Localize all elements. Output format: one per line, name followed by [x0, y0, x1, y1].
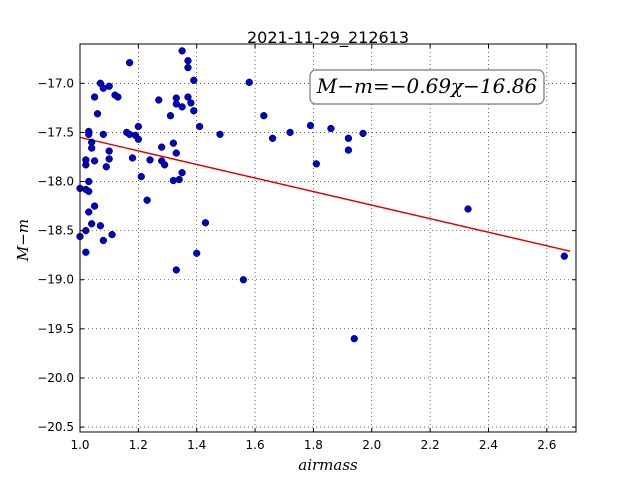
y-tick-label: −17.0	[37, 76, 74, 90]
data-point	[137, 172, 145, 181]
data-point	[146, 156, 154, 164]
data-point	[128, 154, 137, 162]
data-point	[286, 128, 294, 137]
y-tick-label: −19.5	[37, 322, 74, 336]
data-point	[155, 96, 163, 104]
fit-line-group	[79, 136, 571, 252]
data-point	[327, 124, 335, 133]
y-tick-label: −18.0	[37, 175, 74, 189]
x-tick-label: 2.6	[537, 438, 556, 452]
data-point	[216, 130, 224, 139]
x-tick-label: 1.0	[70, 438, 89, 452]
data-point	[260, 112, 268, 120]
data-point	[96, 222, 105, 230]
data-point	[85, 177, 93, 186]
data-point	[172, 100, 180, 108]
y-tick-label: −20.5	[37, 420, 74, 434]
data-point	[184, 93, 192, 101]
data-point	[125, 59, 134, 67]
data-point	[195, 122, 204, 131]
data-point	[158, 143, 166, 151]
y-tick-label: −17.5	[37, 125, 74, 139]
data-point	[90, 157, 99, 165]
data-point	[178, 169, 186, 177]
data-point	[88, 220, 96, 228]
data-point	[114, 93, 122, 101]
x-tick-label: 2.4	[479, 438, 498, 452]
data-point	[93, 110, 102, 118]
data-point	[184, 57, 192, 65]
data-point	[85, 208, 93, 216]
fit-line	[79, 136, 571, 252]
x-tick-label: 1.8	[304, 438, 323, 452]
x-tick-label: 1.6	[246, 438, 265, 452]
data-point	[90, 93, 99, 101]
data-point	[172, 149, 180, 157]
data-point	[85, 187, 93, 195]
data-point	[344, 134, 353, 142]
x-tick-label: 2.0	[362, 438, 381, 452]
data-point	[99, 130, 107, 139]
data-point	[88, 144, 96, 152]
data-point	[184, 63, 192, 72]
axis-ticks: 1.0 1.2 1.4 1.6 1.8 2.0 2.2 2.4 2.6 −17.0 −17.5 −18…	[37, 44, 576, 452]
y-tick-label: −18.5	[37, 224, 74, 238]
data-point	[134, 122, 143, 131]
chart-title: 2021-11-29_212613	[247, 28, 409, 48]
x-tick-label: 1.4	[187, 438, 206, 452]
data-point	[350, 335, 358, 343]
data-point	[245, 78, 253, 86]
data-points	[76, 47, 568, 343]
data-point	[82, 161, 90, 169]
data-point	[464, 205, 472, 213]
y-tick-label: −19.0	[37, 273, 74, 287]
data-point	[169, 139, 178, 147]
data-point	[312, 160, 320, 168]
data-point	[102, 163, 110, 171]
data-point	[560, 252, 568, 260]
data-point	[85, 130, 93, 139]
data-point	[99, 236, 107, 245]
data-point	[344, 146, 353, 154]
data-point	[105, 155, 113, 163]
data-point	[90, 202, 99, 210]
data-point	[108, 230, 116, 239]
data-point	[201, 219, 210, 227]
data-point	[160, 161, 169, 169]
data-point	[193, 249, 201, 257]
data-point	[187, 99, 195, 107]
equation-annotation-box: M−m=−0.69χ−16.86	[309, 69, 545, 105]
data-point	[190, 76, 198, 84]
data-point	[105, 82, 113, 90]
data-point	[359, 129, 367, 138]
data-point	[82, 248, 90, 256]
x-tick-label: 2.2	[421, 438, 440, 452]
data-point	[143, 196, 151, 204]
data-point	[178, 103, 186, 111]
data-point	[239, 276, 248, 284]
y-axis-label: M−m	[14, 219, 32, 262]
x-axis-label: airmass	[298, 456, 358, 474]
data-point	[178, 47, 186, 55]
plot-frame	[79, 43, 577, 433]
x-tick-label: 1.2	[129, 438, 148, 452]
data-point	[268, 134, 277, 142]
data-point	[134, 135, 143, 143]
equation-annotation: M−m=−0.69χ−16.86	[316, 74, 538, 98]
data-point	[190, 107, 198, 115]
data-point	[166, 112, 175, 120]
data-point	[306, 121, 315, 130]
data-point	[105, 147, 113, 155]
data-point	[175, 175, 183, 184]
data-point	[172, 266, 180, 274]
y-tick-label: −20.0	[37, 371, 74, 385]
